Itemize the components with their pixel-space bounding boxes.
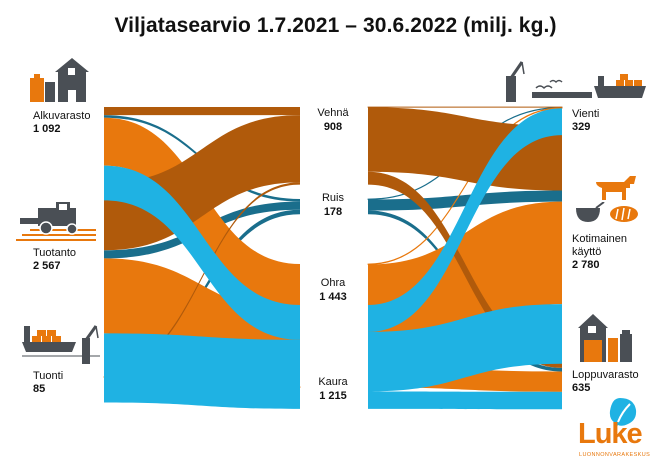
use-label-kotimainen-kaytto: Kotimainen käyttö 2 780 [572, 233, 628, 271]
storage-warehouse-icon [578, 314, 632, 362]
ship-crane-icon [22, 325, 100, 364]
logo-wordmark: Luke [578, 418, 643, 450]
source-label-alkuvarasto: Alkuvarasto 1 092 [33, 110, 91, 135]
flow-tuotanto-kaura [104, 333, 300, 409]
flow-tuotanto-vehnä [104, 115, 300, 251]
harvester-icon [16, 202, 96, 241]
source-label-tuonti: Tuonti 85 [33, 370, 64, 395]
use-label-vienti: Vienti 329 [572, 108, 600, 133]
flow-vehnä-loppuvarasto [368, 171, 562, 368]
page-title: Viljatasearvio 1.7.2021 – 30.6.2022 (mil… [114, 14, 557, 37]
export-ship-icon [506, 61, 646, 102]
flow-tuonti-vehnä [104, 182, 300, 373]
grain-label-ruis: Ruis 178 [321, 192, 344, 218]
flow-ohra-kotimainen-käyttö [368, 201, 562, 368]
flow-kaura-vienti [368, 108, 562, 332]
flow-alkuvarasto-vehnä [104, 107, 300, 116]
flow-ruis-kotimainen-käyttö [368, 190, 562, 211]
warehouse-icon [30, 58, 89, 102]
use-label-loppuvarasto: Loppuvarasto 635 [572, 369, 639, 394]
flow-kaura-kotimainen-käyttö [368, 304, 562, 392]
logo-subtitle: LUONNONVARAKESKUS [579, 452, 651, 458]
flow-kaura-loppuvarasto [368, 391, 562, 410]
bowl-bread-icon [576, 202, 638, 222]
grain-label-vehna: Vehnä 908 [317, 107, 349, 133]
flow-alkuvarasto-kaura [104, 165, 300, 340]
source-label-tuotanto: Tuotanto 2 567 [33, 247, 77, 272]
flow-vehnä-kotimainen-käyttö [368, 107, 562, 191]
grain-label-ohra: Ohra 1 443 [319, 277, 347, 303]
luke-logo [609, 398, 637, 431]
grain-label-kaura: Kaura 1 215 [318, 376, 348, 402]
cow-icon [596, 176, 636, 200]
